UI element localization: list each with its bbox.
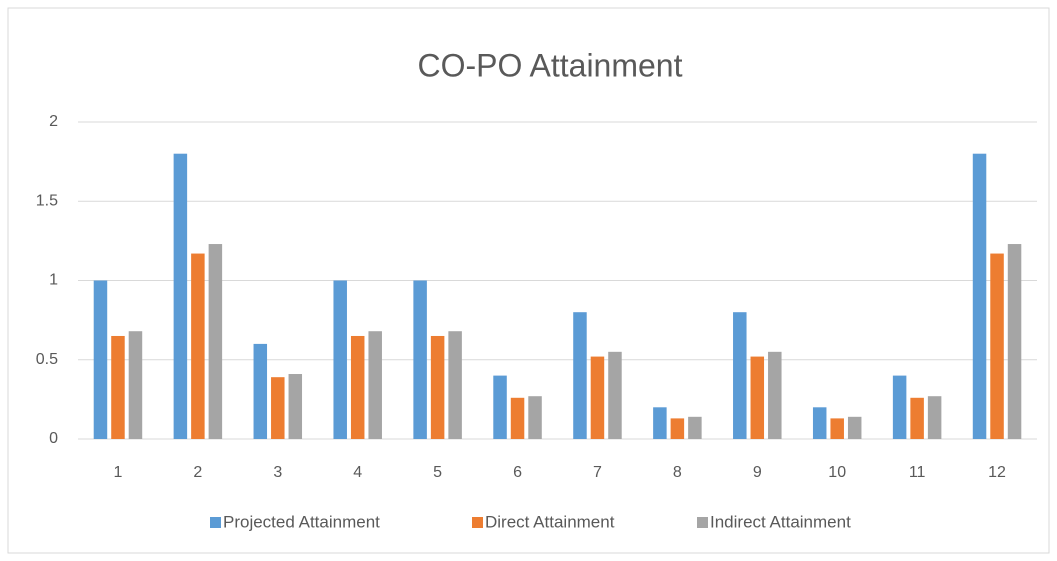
bar <box>430 335 445 439</box>
bar <box>448 331 462 439</box>
x-tick-label: 2 <box>193 464 202 481</box>
legend-swatch <box>210 517 221 528</box>
y-tick-label: 1 <box>49 272 58 289</box>
bar <box>733 312 747 439</box>
bar <box>573 312 587 439</box>
bar <box>990 253 1004 439</box>
bar <box>768 351 782 439</box>
bar <box>413 280 427 439</box>
x-tick-label: 12 <box>988 464 1006 481</box>
bar <box>191 253 205 439</box>
bar <box>750 356 765 439</box>
x-tick-label: 11 <box>909 464 926 481</box>
bar <box>590 356 605 439</box>
x-tick-label: 9 <box>753 464 762 481</box>
y-tick-label: 0 <box>49 430 58 447</box>
x-tick-label: 3 <box>273 464 282 481</box>
chart-title: CO-PO Attainment <box>418 47 683 83</box>
bar <box>93 280 108 439</box>
bar <box>608 351 622 439</box>
bar <box>493 375 507 439</box>
x-tick-label: 5 <box>433 464 442 481</box>
bar <box>830 418 844 439</box>
y-tick-label: 1.5 <box>36 192 58 209</box>
legend-label: Indirect Attainment <box>710 512 851 531</box>
legend-swatch <box>472 517 483 528</box>
bar <box>910 397 924 439</box>
bar <box>927 396 942 439</box>
bar <box>271 377 285 439</box>
bar <box>253 343 268 439</box>
bar <box>288 374 303 439</box>
x-tick-label: 10 <box>828 464 846 481</box>
bar <box>208 244 223 439</box>
bar <box>368 331 382 439</box>
y-tick-label: 0.5 <box>36 351 58 368</box>
x-tick-label: 1 <box>114 464 123 481</box>
bar <box>333 280 347 439</box>
bar <box>528 396 542 439</box>
bar <box>972 153 987 439</box>
x-tick-label: 7 <box>593 464 602 481</box>
bar <box>510 397 525 439</box>
bar <box>670 418 685 439</box>
x-tick-label: 8 <box>673 464 682 481</box>
bar <box>688 416 702 439</box>
bar <box>173 153 188 439</box>
bar <box>812 407 827 439</box>
bar <box>847 416 862 439</box>
bar <box>892 375 907 439</box>
bar <box>653 407 667 439</box>
bar <box>128 331 143 439</box>
bar <box>111 335 125 439</box>
bar <box>1007 244 1022 439</box>
bar <box>350 335 365 439</box>
x-tick-label: 6 <box>513 464 522 481</box>
x-tick-label: 4 <box>353 464 362 481</box>
legend-label: Projected Attainment <box>223 512 380 531</box>
legend-swatch <box>697 517 708 528</box>
y-tick-label: 2 <box>49 113 58 130</box>
legend-label: Direct Attainment <box>485 512 615 531</box>
